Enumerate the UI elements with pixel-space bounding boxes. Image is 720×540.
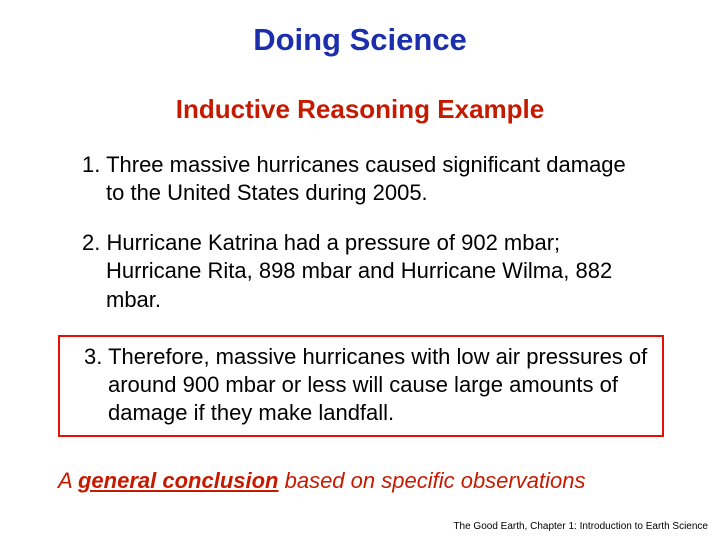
slide-title: Doing Science (0, 0, 720, 58)
conclusion-line: A general conclusion based on specific o… (58, 468, 664, 494)
footer-citation: The Good Earth, Chapter 1: Introduction … (453, 521, 708, 532)
body-item-3: 3. Therefore, massive hurricanes with lo… (84, 343, 648, 427)
body-item-1: 1. Three massive hurricanes caused signi… (82, 151, 648, 207)
highlighted-box: 3. Therefore, massive hurricanes with lo… (58, 335, 664, 437)
slide-subtitle: Inductive Reasoning Example (0, 94, 720, 125)
conclusion-prefix: A (58, 468, 78, 493)
conclusion-emphasis: general conclusion (78, 468, 279, 493)
conclusion-suffix: based on specific observations (278, 468, 585, 493)
body-list: 1. Three massive hurricanes caused signi… (0, 151, 720, 314)
body-item-2: 2. Hurricane Katrina had a pressure of 9… (82, 229, 648, 313)
